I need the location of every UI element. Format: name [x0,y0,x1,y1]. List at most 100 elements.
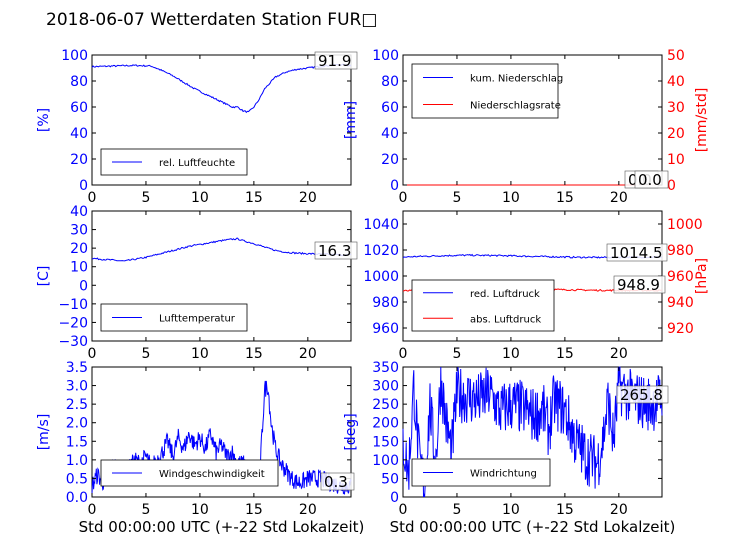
panel-4-ytick-right-label: 920 [667,321,694,337]
panel-5-xtick-label: 5 [141,502,150,518]
panel-4-ytick-right-label: 1000 [667,217,703,233]
panel-1-xtick-label: 10 [191,190,209,206]
panel-4-xtick-label: 20 [610,346,628,362]
panel-2-legend [411,63,559,119]
panel-3-xtick-label: 15 [245,346,263,362]
panel-3-current-value: 16.3 [318,242,351,260]
panel-3-ytick-label: 20 [70,241,88,257]
panel-2-ytick-right-label: 50 [667,48,685,64]
panel-6-current-value: 265.8 [620,386,663,404]
panel-6-ytick-label: 200 [372,416,399,432]
panel-3-xtick-label: 5 [141,346,150,362]
panel-6-ytick-label: 350 [372,360,399,376]
panel-1-series-1-line [91,63,352,114]
panel-6-ytick-label: 50 [381,471,399,487]
panel-5-xlabel: Std 00:00:00 UTC (+-22 Std Lokalzeit) [79,518,365,536]
panel-5-xtick-label: 0 [88,502,97,518]
panel-2-ytick-label: 40 [381,126,399,142]
panel-4-ytick-label: 1000 [363,269,399,285]
panel-6-xtick-label: 0 [399,502,408,518]
panel-6-ylabel: [deg] [343,413,359,450]
panel-1-ytick-label: 0 [79,178,88,194]
panel-2-xtick-label: 5 [452,190,461,206]
panel-4-xtick-label: 10 [502,346,520,362]
panel-2-ytick-right-label: 10 [667,152,685,168]
panel-2-ytick-right-label: 30 [667,100,685,116]
panel-2-ytick-right-label: 0 [667,178,676,194]
panel-4-ytick-label: 960 [372,321,399,337]
panel-3-current-value-box [314,241,358,260]
panel-2-current-value-right-box [634,170,669,189]
panel-6-xtick-label: 15 [556,502,574,518]
panel-1-ytick-label: 40 [70,126,88,142]
panel-5-ytick-label: 3.0 [66,379,88,395]
panel-2-xtick-label: 0 [399,190,408,206]
panel-3-ytick-label: −30 [58,334,88,350]
panel-1-ytick-label: 60 [70,100,88,116]
panel-4-current-value-right-box [613,275,666,294]
panel-5-ytick-label: 2.5 [66,397,88,413]
panel-6-ytick-label: 100 [372,453,399,469]
panel-3-ytick-label: 0 [79,278,88,294]
panel-2-ytick-label: 80 [381,74,399,90]
panel-4-current-value-box [606,243,668,262]
panel-6-ytick-label: 150 [372,434,399,450]
panel-5-ytick-label: 3.5 [66,360,88,376]
panel-4-ytick-right-label: 940 [667,295,694,311]
panel-2-ytick-right-label: 20 [667,126,685,142]
panel-4-xtick-label: 15 [556,346,574,362]
panel-2-legend-label: Niederschlagsrate [470,101,561,112]
panel-1-xtick-label: 20 [299,190,317,206]
panel-3-xtick-label: 20 [299,346,317,362]
panel-1-ytick-label: 80 [70,74,88,90]
panel-4-ytick-label: 1020 [363,243,399,259]
panel-3-ytick-label: 10 [70,260,88,276]
panel-2-ytick-label: 20 [381,152,399,168]
panel-4-legend-label: abs. Luftdruck [470,314,541,325]
panel-2-ytick-label: 60 [381,100,399,116]
panel-3-ytick-label: −10 [58,297,88,313]
panel-6-xlabel: Std 00:00:00 UTC (+-22 Std Lokalzeit) [390,518,676,536]
panel-5-current-value: 0.3 [324,473,348,491]
panel-2-ytick-label: 0 [390,178,399,194]
figure-title: 2018-06-07 Wetterdaten Station FUR□ [46,10,378,30]
panel-2-ytick-label: 100 [372,48,399,64]
panel-2-xtick-label: 15 [556,190,574,206]
panel-6-ytick-label: 300 [372,379,399,395]
panel-4-current-value: 1014.5 [610,244,663,262]
panel-6-current-value-box [616,385,669,404]
panel-1-current-value: 91.9 [318,52,351,70]
panel-3-xtick-label: 10 [191,346,209,362]
panel-4-xtick-label: 5 [452,346,461,362]
panel-2-ytick-right-label: 40 [667,74,685,90]
panel-6-xtick-label: 5 [452,502,461,518]
panel-5-xtick-label: 20 [299,502,317,518]
panel-4-ytick-label: 1040 [363,217,399,233]
panel-6-ytick-label: 250 [372,397,399,413]
panel-5-ytick-label: 0.0 [66,490,88,506]
panel-4-current-value-right: 948.9 [617,276,660,294]
panel-5-ytick-label: 1.5 [66,434,88,450]
panel-5-ytick-label: 0.5 [66,471,88,487]
panel-5-legend-label: Windgeschwindigkeit [159,469,265,480]
panel-6-xtick-label: 20 [610,502,628,518]
panel-4-ytick-label: 980 [372,295,399,311]
panel-5-ytick-label: 1.0 [66,453,88,469]
panel-4-legend [411,279,555,332]
panel-1-xtick-label: 5 [141,190,150,206]
panel-3-ytick-label: 40 [70,204,88,220]
panel-1-ytick-label: 100 [61,48,88,64]
panel-4-ylabel-right: [hPa] [694,258,710,294]
panel-1-ylabel: [%] [36,108,52,132]
panel-6-series-1-line [402,366,663,498]
panel-1-xtick-label: 0 [88,190,97,206]
panel-1-current-value-box [314,51,358,70]
panel-5-xtick-label: 15 [245,502,263,518]
panel-2-ylabel-right: [mm/std] [694,88,710,153]
panel-3-ytick-label: −20 [58,315,88,331]
panel-5-xtick-label: 10 [191,502,209,518]
panel-5-ylabel: [m/s] [36,414,52,451]
panel-1-xtick-label: 15 [245,190,263,206]
panel-3-ytick-label: 30 [70,223,88,239]
